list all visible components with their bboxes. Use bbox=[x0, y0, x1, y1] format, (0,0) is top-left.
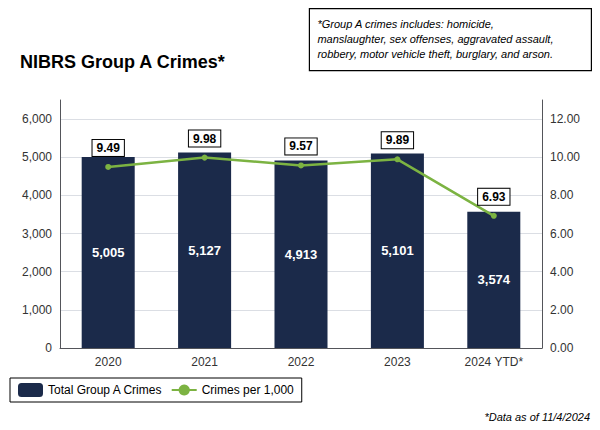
svg-text:2020: 2020 bbox=[95, 355, 122, 369]
svg-text:2024 YTD*: 2024 YTD* bbox=[465, 355, 524, 369]
svg-text:12.00: 12.00 bbox=[550, 112, 580, 126]
svg-text:3,574: 3,574 bbox=[478, 272, 511, 287]
svg-text:Crimes per 1,000: Crimes per 1,000 bbox=[202, 383, 294, 397]
svg-text:2021: 2021 bbox=[191, 355, 218, 369]
svg-text:9.57: 9.57 bbox=[289, 139, 313, 153]
svg-text:NIBRS Group A Crimes*: NIBRS Group A Crimes* bbox=[20, 52, 225, 72]
svg-text:0.00: 0.00 bbox=[550, 341, 574, 355]
svg-text:5,005: 5,005 bbox=[92, 245, 125, 260]
svg-text:4,913: 4,913 bbox=[285, 247, 318, 262]
svg-text:6.93: 6.93 bbox=[482, 190, 506, 204]
svg-text:9.49: 9.49 bbox=[97, 141, 121, 155]
svg-text:10.00: 10.00 bbox=[550, 150, 580, 164]
svg-text:6.00: 6.00 bbox=[550, 227, 574, 241]
svg-text:9.89: 9.89 bbox=[386, 133, 410, 147]
svg-text:0: 0 bbox=[45, 341, 52, 355]
svg-text:5,000: 5,000 bbox=[22, 150, 52, 164]
svg-text:Total Group A Crimes: Total Group A Crimes bbox=[48, 383, 161, 397]
svg-text:3,000: 3,000 bbox=[22, 227, 52, 241]
svg-text:8.00: 8.00 bbox=[550, 188, 574, 202]
svg-text:manslaughter, sex offenses, ag: manslaughter, sex offenses, aggravated a… bbox=[317, 33, 553, 45]
svg-text:9.98: 9.98 bbox=[193, 132, 217, 146]
svg-text:5,101: 5,101 bbox=[381, 243, 414, 258]
svg-text:2022: 2022 bbox=[288, 355, 315, 369]
svg-text:2.00: 2.00 bbox=[550, 303, 574, 317]
svg-text:2023: 2023 bbox=[384, 355, 411, 369]
svg-text:6,000: 6,000 bbox=[22, 112, 52, 126]
svg-text:robbery, motor vehicle theft,: robbery, motor vehicle theft, burglary, … bbox=[317, 48, 553, 60]
svg-text:*Group A crimes includes: homi: *Group A crimes includes: homicide, bbox=[317, 18, 493, 30]
svg-text:1,000: 1,000 bbox=[22, 303, 52, 317]
svg-text:4,000: 4,000 bbox=[22, 188, 52, 202]
svg-text:2,000: 2,000 bbox=[22, 265, 52, 279]
svg-text:5,127: 5,127 bbox=[188, 243, 221, 258]
svg-text:4.00: 4.00 bbox=[550, 265, 574, 279]
svg-text:*Data as of 11/4/2024: *Data as of 11/4/2024 bbox=[484, 411, 590, 423]
